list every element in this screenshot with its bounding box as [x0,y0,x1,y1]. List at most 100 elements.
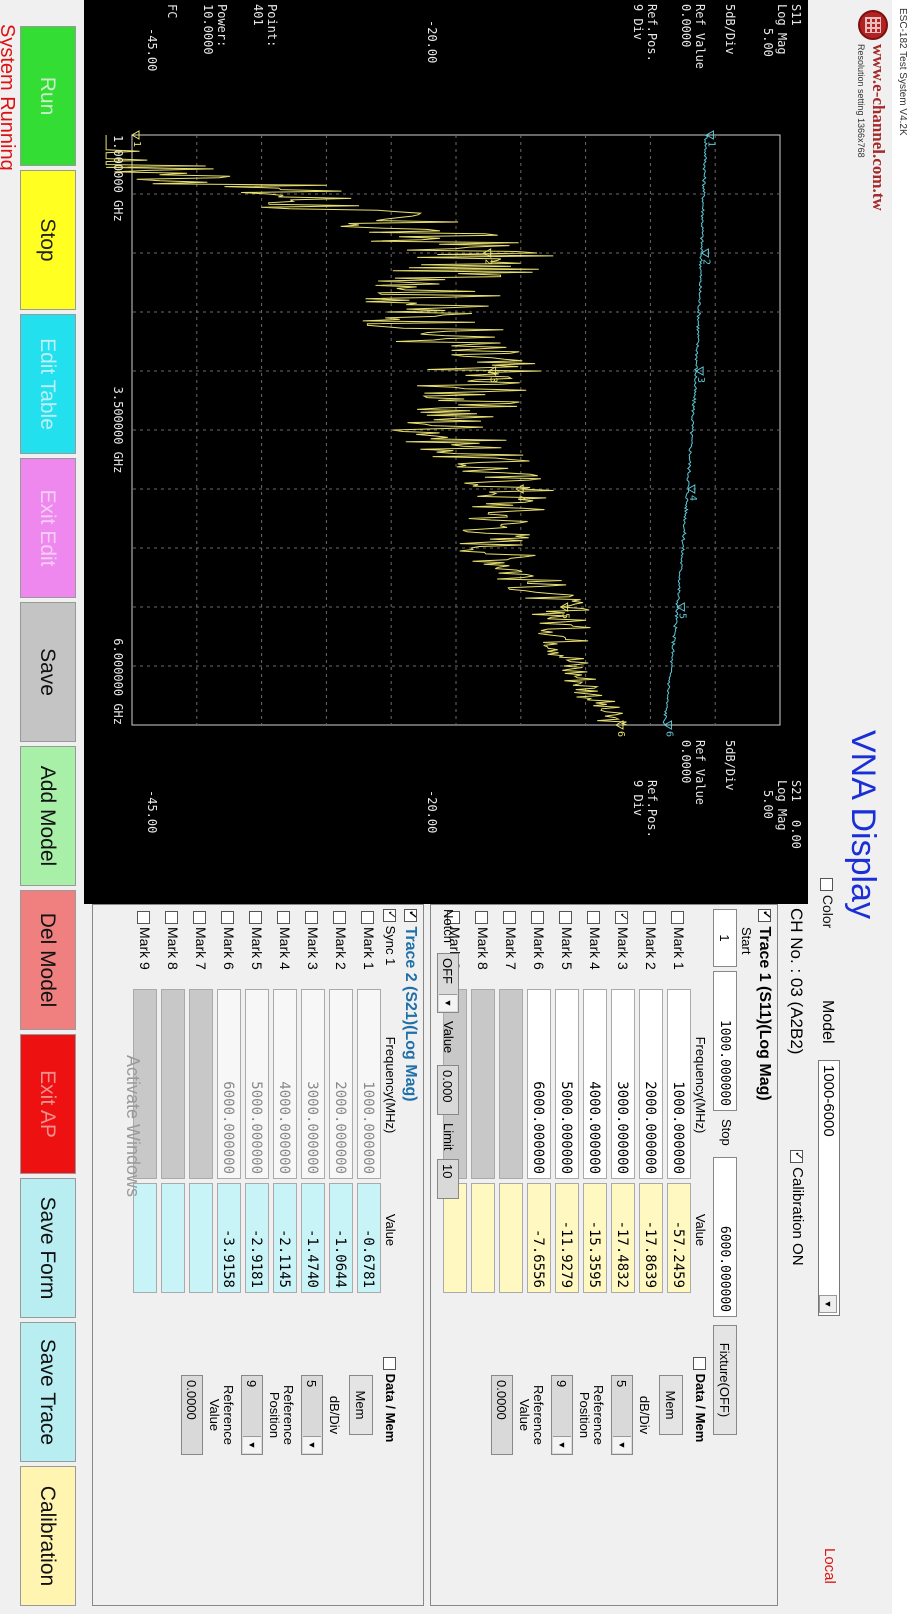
trace1-mark-8-toggle[interactable]: Mark 8 [475,911,491,970]
trace2-mark-frequency[interactable]: 1000.000000 [357,989,381,1179]
trace2-mark-checkbox[interactable] [249,911,263,924]
trace1-data-mem-checkbox[interactable] [692,1357,706,1370]
trace1-mark-checkbox[interactable] [531,911,545,924]
trace2-mark-frequency[interactable]: 3000.000000 [301,989,325,1179]
trace1-title[interactable]: Trace 1 (S11)(Log Mag) [755,909,773,1101]
trace1-mark-6-toggle[interactable]: Mark 6 [531,911,547,970]
trace2-mark-1-toggle[interactable]: Mark 1 [361,911,377,970]
trace2-dbdiv-select[interactable]: 5 ▼ [301,1375,323,1455]
del-model-button[interactable]: Del Model [20,890,76,1030]
sync-checkbox[interactable]: Sync 1 [382,909,398,965]
sync-checkbox-box[interactable] [382,909,396,922]
trace1-mark-frequency[interactable]: 4000.000000 [583,989,607,1179]
chevron-down-icon[interactable]: ▼ [553,1436,571,1453]
start-index-field[interactable]: 1 [713,909,737,967]
trace2-mark-frequency[interactable]: 4000.000000 [273,989,297,1179]
trace2-mark-checkbox[interactable] [221,911,235,924]
chevron-down-icon[interactable]: ▼ [613,1436,631,1453]
trace1-data-mem[interactable]: Data / Mem [692,1357,708,1442]
trace2-mark-checkbox[interactable] [137,911,151,924]
trace1-mark-frequency[interactable]: 5000.000000 [555,989,579,1179]
trace2-mark-5-toggle[interactable]: Mark 5 [249,911,265,970]
trace2-mark-frequency[interactable]: 5000.000000 [245,989,269,1179]
notch-value-field[interactable]: 0.000 [437,1065,459,1115]
trace1-mark-1-toggle[interactable]: Mark 1 [671,911,687,970]
color-checkbox-box[interactable] [820,878,834,891]
trace2-mark-8-toggle[interactable]: Mark 8 [165,911,181,970]
save-trace-button[interactable]: Save Trace [20,1322,76,1462]
trace2-mark-checkbox[interactable] [165,911,179,924]
trace1-mark-checkbox[interactable] [475,911,489,924]
calibration-checkbox[interactable]: Calibration ON [789,1150,806,1266]
trace1-mark-frequency[interactable]: 2000.000000 [639,989,663,1179]
trace1-mark-frequency[interactable] [471,989,495,1179]
calibration-checkbox-box[interactable] [790,1150,804,1163]
trace2-mark-checkbox[interactable] [361,911,375,924]
trace1-mark-2-toggle[interactable]: Mark 2 [643,911,659,970]
exit-edit-button[interactable]: Exit Edit [20,458,76,598]
trace2-mark-4-toggle[interactable]: Mark 4 [277,911,293,970]
stop-button[interactable]: Stop [20,170,76,310]
stop-frequency-field[interactable]: 6000.000000 [713,1157,737,1317]
trace1-mark-name: Mark 7 [503,927,519,970]
start-frequency-field[interactable]: 1000.000000 [713,971,737,1111]
notch-select[interactable]: OFF ▼ [437,953,459,1013]
trace2-mark-frequency[interactable] [189,989,213,1179]
trace1-mark-frequency[interactable]: 6000.000000 [527,989,551,1179]
trace2-refval-field[interactable]: 0.0000 [181,1375,203,1455]
trace1-mark-7-toggle[interactable]: Mark 7 [503,911,519,970]
trace1-dbdiv-select[interactable]: 5 ▼ [611,1375,633,1455]
trace2-mark-checkbox[interactable] [333,911,347,924]
trace2-mem-button[interactable]: Mem [349,1375,373,1435]
limit-field[interactable]: 10 [437,1159,459,1199]
trace1-checkbox[interactable] [757,909,771,922]
save-button[interactable]: Save [20,602,76,742]
chevron-down-icon[interactable]: ▼ [819,1295,837,1313]
trace1-mark-5-toggle[interactable]: Mark 5 [559,911,575,970]
trace2-mark-2-toggle[interactable]: Mark 2 [333,911,349,970]
trace1-mark-frequency[interactable] [499,989,523,1179]
color-checkbox[interactable]: Color [820,878,836,928]
trace2-mark-frequency[interactable] [161,989,185,1179]
trace2-data-mem-checkbox[interactable] [382,1357,396,1370]
trace2-mark-frequency[interactable]: 2000.000000 [329,989,353,1179]
trace2-mark-9-toggle[interactable]: Mark 9 [137,911,153,970]
run-button[interactable]: Run [20,26,76,166]
model-select[interactable]: 1000-6000 ▼ [818,1060,840,1316]
trace1-mark-4-toggle[interactable]: Mark 4 [587,911,603,970]
trace1-mark-checkbox[interactable] [503,911,517,924]
fixture-button[interactable]: Fixture(OFF) [713,1325,737,1435]
trace2-refpos-select[interactable]: 9 ▼ [241,1375,263,1455]
trace1-mark-checkbox[interactable] [587,911,601,924]
trace1-mem-button[interactable]: Mem [659,1375,683,1435]
trace1-mark-checkbox[interactable] [615,911,629,924]
chevron-down-icon[interactable]: ▼ [439,994,457,1011]
trace1-refpos-select[interactable]: 9 ▼ [551,1375,573,1455]
trace1-refval-field[interactable]: 0.0000 [491,1375,513,1455]
save-form-button[interactable]: Save Form [20,1178,76,1318]
trace2-mark-checkbox[interactable] [305,911,319,924]
trace1-mark-3-toggle[interactable]: Mark 3 [615,911,631,970]
chevron-down-icon[interactable]: ▼ [303,1436,321,1453]
s21-marker-label: 4 [687,495,698,501]
edit-table-button[interactable]: Edit Table [20,314,76,454]
trace2-title[interactable]: Trace 2 (S21)(Log Mag) [401,909,419,1102]
trace1-mark-value [471,1183,495,1293]
chevron-down-icon[interactable]: ▼ [243,1436,261,1453]
exit-ap-button[interactable]: Exit AP [20,1034,76,1174]
trace1-mark-checkbox[interactable] [643,911,657,924]
trace2-mark-frequency[interactable]: 6000.000000 [217,989,241,1179]
trace2-mark-3-toggle[interactable]: Mark 3 [305,911,321,970]
add-model-button[interactable]: Add Model [20,746,76,886]
trace2-checkbox[interactable] [403,909,417,922]
trace1-mark-frequency[interactable]: 3000.000000 [611,989,635,1179]
calibration-button[interactable]: Calibration [20,1466,76,1606]
trace2-mark-7-toggle[interactable]: Mark 7 [193,911,209,970]
trace1-mark-checkbox[interactable] [671,911,685,924]
trace2-mark-checkbox[interactable] [277,911,291,924]
trace2-mark-checkbox[interactable] [193,911,207,924]
trace1-mark-frequency[interactable]: 1000.000000 [667,989,691,1179]
trace2-data-mem[interactable]: Data / Mem [382,1357,398,1442]
trace1-mark-checkbox[interactable] [559,911,573,924]
trace2-mark-6-toggle[interactable]: Mark 6 [221,911,237,970]
